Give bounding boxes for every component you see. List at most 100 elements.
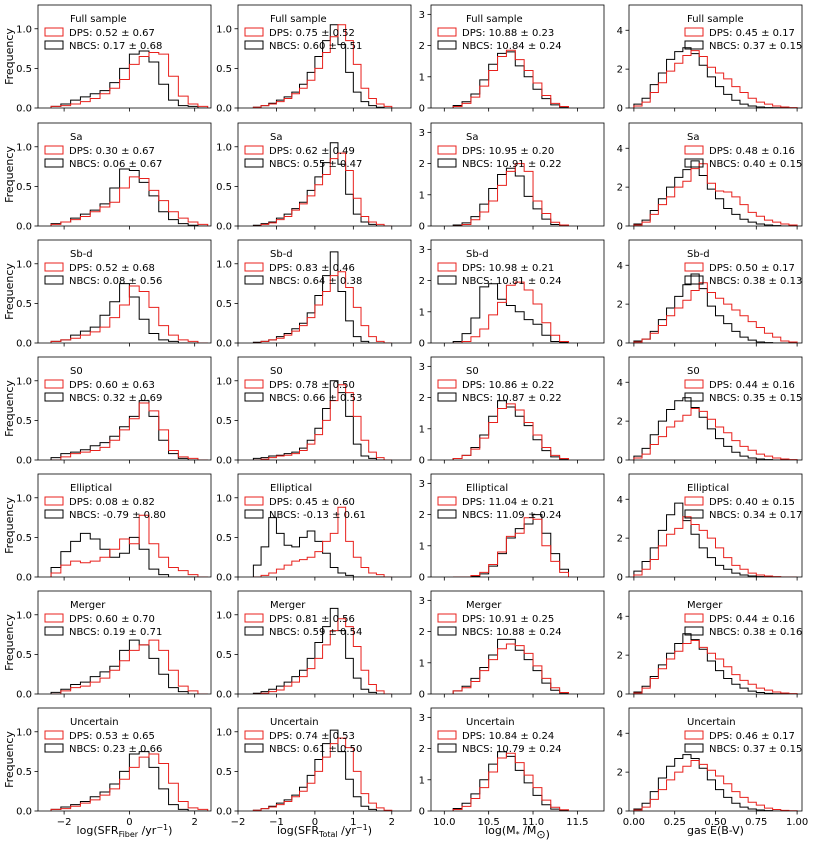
y-tick-label: 2 [419, 393, 425, 404]
y-tick-label: 1.0 [216, 142, 232, 153]
y-tick-label: 4 [617, 378, 623, 389]
panel-frame [430, 707, 605, 812]
panel-title: Sa [270, 132, 282, 143]
nbcs-legend-swatch [244, 40, 264, 50]
nbcs-legend-label: NBCS: 0.61 ± 0.50 [269, 744, 362, 755]
y-tick-label: 0 [419, 690, 425, 701]
y-tick-label: 0.5 [216, 767, 232, 778]
nbcs-legend-label: NBCS: 0.55 ± 0.47 [269, 159, 362, 170]
nbcs-legend-label: NBCS: 0.19 ± 0.71 [69, 627, 162, 638]
nbcs-legend-swatch [437, 275, 457, 285]
dps-legend-label: DPS: 0.46 ± 0.17 [709, 731, 795, 742]
dps-legend-swatch [44, 496, 64, 506]
nbcs-histogram [50, 168, 208, 226]
panel-ebv-row-0: 0 2 4 Full sample DPS: 0.45 ± 0.17 NBCS: 0.37… [617, 4, 803, 115]
dps-legend-label: DPS: 0.78 ± 0.50 [269, 380, 355, 391]
y-tick-label: 2 [617, 65, 623, 76]
panel-frame [37, 122, 212, 227]
panel-frame [237, 356, 412, 461]
dps-histogram [453, 281, 570, 343]
histogram-series [452, 281, 570, 343]
panel-title: Full sample [466, 14, 523, 25]
y-axis-label: Frequency [3, 146, 16, 203]
y-tick-label: 4 [617, 26, 623, 37]
y-tick-label: 1.0 [16, 493, 32, 504]
y-tick-label: 0.5 [16, 64, 32, 75]
panel-sfr_fiber-row-1: 0.0 0.5 1.0 Sa DPS: 0.30 ± 0.67 NBCS: 0.06 ± … [3, 122, 212, 233]
y-tick-label: 1.0 [16, 142, 32, 153]
histogram-series [50, 168, 209, 226]
nbcs-legend-swatch [684, 158, 704, 168]
dps-histogram [633, 282, 798, 343]
panel-frame [430, 590, 605, 695]
nbcs-legend-swatch [244, 743, 264, 753]
panel-title: Uncertain [70, 717, 119, 728]
panel-title: Sa [70, 132, 82, 143]
y-tick-label: 0 [617, 104, 623, 115]
dps-histogram [633, 640, 798, 694]
dps-histogram [452, 49, 570, 108]
panel-ebv-row-1: 0 2 4 Sa DPS: 0.48 ± 0.16 NBCS: 0.40 ± 0.15 [617, 122, 803, 233]
nbcs-legend-swatch [684, 392, 704, 402]
panel-title: Uncertain [687, 717, 736, 728]
dps-legend-swatch [44, 145, 64, 155]
panel-frame [237, 473, 412, 578]
nbcs-histogram [452, 283, 570, 343]
histogram-series [452, 638, 570, 694]
x-tick-label: 0.50 [704, 817, 726, 828]
y-tick-label: 0.0 [16, 339, 32, 350]
y-tick-label: 1 [419, 541, 425, 552]
dps-legend-swatch [684, 145, 704, 155]
dps-histogram [253, 618, 392, 694]
y-tick-label: 2 [419, 159, 425, 170]
dps-legend-swatch [437, 27, 457, 37]
histogram-series [453, 514, 570, 577]
y-tick-label: 1.0 [16, 610, 32, 621]
y-tick-label: 1 [419, 72, 425, 83]
nbcs-legend-label: NBCS: 0.32 ± 0.69 [69, 393, 162, 404]
dps-legend-label: DPS: 0.52 ± 0.68 [69, 263, 155, 274]
panel-frame [430, 473, 605, 578]
dps-legend-label: DPS: 0.81 ± 0.56 [269, 614, 355, 625]
nbcs-histogram [252, 607, 392, 694]
panel-mass-row-1: 0 1 2 3 Sa DPS: 10.95 ± 0.20 NBCS: 10.91 ± 0.2… [419, 122, 605, 233]
nbcs-legend-swatch [437, 392, 457, 402]
histogram-series [452, 751, 570, 811]
x-tick-label: −2 [231, 817, 246, 828]
nbcs-legend-label: NBCS: 10.84 ± 0.24 [462, 41, 562, 52]
histogram-series [633, 754, 798, 811]
dps-histogram [253, 506, 392, 577]
y-tick-label: 0.0 [16, 807, 32, 818]
dps-histogram [51, 402, 208, 460]
y-tick-label: 0 [419, 222, 425, 233]
dps-legend-label: DPS: 10.86 ± 0.22 [462, 380, 554, 391]
y-tick-label: 0 [617, 807, 623, 818]
dps-legend-swatch [437, 613, 457, 623]
x-axis-label-mass: log(M* /M⊙) [485, 824, 550, 841]
dps-legend-swatch [684, 613, 704, 623]
nbcs-legend-swatch [244, 626, 264, 636]
nbcs-histogram [50, 283, 208, 343]
histogram-series [633, 160, 798, 226]
nbcs-legend-swatch [44, 392, 64, 402]
nbcs-legend-label: NBCS: 0.17 ± 0.68 [69, 41, 162, 52]
panel-frame [430, 4, 605, 109]
nbcs-legend-label: NBCS: 0.34 ± 0.17 [709, 510, 802, 521]
dps-legend-swatch [437, 496, 457, 506]
y-tick-label: 0.5 [216, 650, 232, 661]
nbcs-legend-label: NBCS: 10.79 ± 0.24 [462, 744, 562, 755]
y-tick-label: 0 [617, 222, 623, 233]
histogram-series [50, 751, 209, 811]
y-tick-label: 1.0 [216, 610, 232, 621]
y-tick-label: 1.0 [16, 24, 32, 35]
nbcs-histogram [50, 400, 208, 460]
nbcs-legend-swatch [44, 158, 64, 168]
panel-sfr_fiber-row-6: −2 0 2 0.0 0.5 1.0 Uncertain DPS: 0.53 ± 0.65 NB… [3, 707, 212, 828]
nbcs-legend-swatch [44, 743, 64, 753]
nbcs-histogram [252, 729, 392, 811]
dps-legend-swatch [44, 613, 64, 623]
panel-frame [237, 590, 412, 695]
nbcs-histogram [252, 380, 392, 460]
y-tick-label: 0.5 [16, 416, 32, 427]
nbcs-histogram [633, 397, 798, 460]
